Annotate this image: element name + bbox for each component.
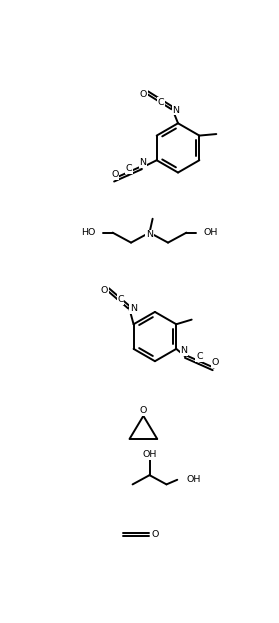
Text: O: O	[140, 406, 147, 415]
Text: N: N	[181, 346, 187, 355]
Text: OH: OH	[203, 228, 218, 237]
Text: C: C	[117, 295, 124, 304]
Text: C: C	[126, 164, 132, 173]
Text: N: N	[172, 106, 179, 115]
Text: N: N	[146, 231, 153, 239]
Text: O: O	[111, 170, 119, 179]
Text: O: O	[212, 358, 219, 367]
Text: OH: OH	[186, 475, 201, 484]
Text: N: N	[139, 158, 146, 167]
Text: O: O	[140, 90, 147, 99]
Text: O: O	[151, 530, 158, 539]
Text: C: C	[196, 352, 203, 361]
Text: OH: OH	[142, 450, 157, 459]
Text: HO: HO	[81, 228, 96, 237]
Text: C: C	[158, 98, 164, 107]
Text: O: O	[101, 286, 108, 295]
Text: N: N	[130, 305, 137, 313]
